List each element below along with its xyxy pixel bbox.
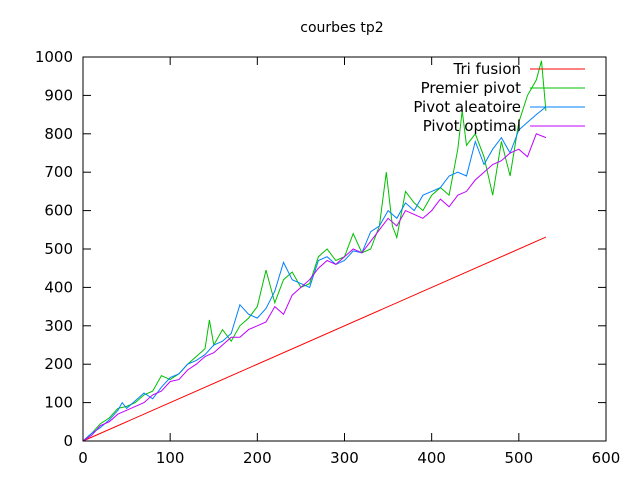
chart-title: courbes tp2 [300, 20, 383, 36]
series-line-premier-pivot [82, 60, 547, 442]
y-tick-label: 900 [44, 86, 73, 104]
y-tick-label: 0 [63, 432, 73, 450]
series-layer [82, 60, 547, 442]
y-tick-label: 300 [44, 317, 73, 335]
legend-label-premier-pivot: Premier pivot [421, 79, 522, 97]
y-tick-label: 600 [44, 202, 73, 220]
series-line-pivot-aleatoire [82, 106, 547, 442]
x-tick-label: 0 [78, 449, 88, 467]
x-tick-label: 200 [243, 449, 272, 467]
x-tick-label: 400 [417, 449, 446, 467]
y-tick-label: 200 [44, 355, 73, 373]
y-tick-label: 800 [44, 125, 73, 143]
y-tick-label: 100 [44, 394, 73, 412]
y-tick-label: 400 [44, 278, 73, 296]
axis-layer: 0 100 200 300 400 500 600 0 100 200 300 400 500 600 70… [35, 48, 621, 467]
x-tick-label: 600 [592, 449, 621, 467]
legend-label-pivot-aleatoire: Pivot aleatoire [413, 98, 521, 116]
y-tick-label: 700 [44, 163, 73, 181]
y-tick-label: 1000 [35, 48, 73, 66]
y-tick-label: 500 [44, 240, 73, 258]
legend-label-pivot-optimal: Pivot optimal [423, 117, 521, 135]
legend-label-tri-fusion: Tri fusion [452, 60, 521, 78]
x-tick-label: 500 [505, 449, 534, 467]
series-line-tri-fusion [82, 236, 547, 442]
x-tick-label: 300 [330, 449, 359, 467]
series-line-pivot-optimal [82, 133, 547, 442]
x-tick-label: 100 [156, 449, 185, 467]
